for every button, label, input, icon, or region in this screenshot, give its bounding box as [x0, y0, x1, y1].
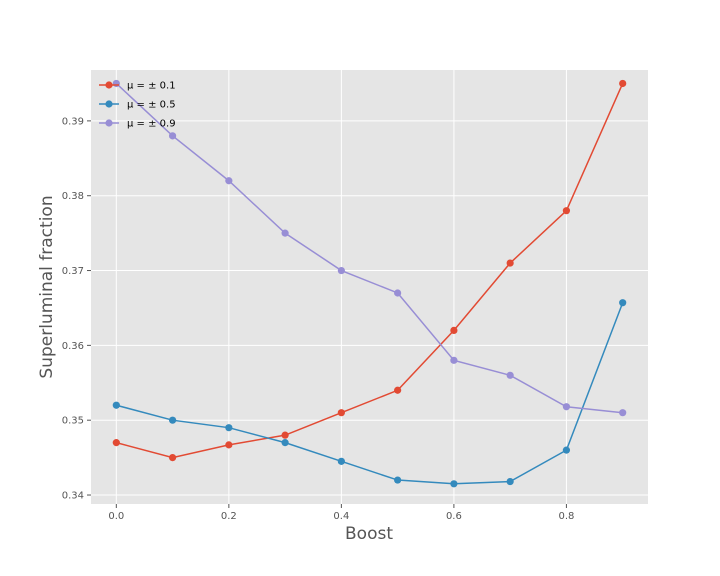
data-point [394, 289, 402, 297]
series-line [115, 82, 623, 414]
data-point [168, 454, 177, 462]
data-point [619, 79, 627, 88]
legend: μ = ± 0.1 μ = ± 0.5 μ = ± 0.9 [99, 81, 176, 130]
data-point [337, 266, 345, 275]
series-line [116, 83, 624, 459]
data-point [394, 476, 402, 484]
series-3 [112, 79, 627, 417]
data-point [450, 480, 458, 488]
y-tick-label: 0.34 [62, 491, 84, 502]
series-group [112, 79, 627, 488]
data-point [112, 439, 120, 447]
data-point [112, 401, 120, 409]
data-point [562, 403, 571, 411]
grid-lines [91, 70, 648, 504]
y-tick-label: 0.35 [62, 416, 84, 427]
x-tick-label: 0.8 [558, 511, 574, 522]
legend-label: μ = ± 0.1 [127, 81, 176, 92]
data-point [225, 177, 233, 185]
data-point [281, 439, 289, 447]
x-tick-label: 0.6 [446, 511, 462, 522]
data-point [562, 207, 571, 215]
series-line [116, 302, 624, 485]
data-point [168, 132, 177, 140]
y-axis-label: Superluminal fraction [37, 195, 57, 378]
data-point [506, 477, 514, 486]
y-tick-label: 0.37 [62, 266, 84, 277]
data-point [281, 431, 289, 439]
data-point [450, 326, 458, 334]
legend-label: μ = ± 0.9 [127, 119, 176, 130]
y-tick-label: 0.36 [62, 341, 84, 352]
data-point [225, 424, 233, 432]
data-point [337, 409, 345, 417]
plot-background [91, 70, 648, 504]
data-point [506, 259, 514, 267]
data-point [619, 299, 627, 307]
data-point [394, 386, 402, 394]
legend-marker [105, 119, 113, 127]
x-tick-label: 0.0 [108, 511, 124, 522]
x-axis-label: Boost [345, 524, 393, 544]
series-2 [112, 299, 627, 488]
legend-label: μ = ± 0.5 [127, 100, 176, 111]
y-axis-ticks: 0.34 0.35 0.36 0.37 0.38 0.39 [62, 116, 91, 502]
x-tick-label: 0.2 [221, 511, 237, 522]
data-point [168, 416, 177, 424]
data-point [450, 356, 458, 364]
legend-marker [105, 100, 113, 108]
data-point [506, 371, 514, 379]
data-point [112, 79, 120, 88]
x-axis-ticks: 0.0 0.2 0.4 0.6 0.8 [108, 504, 574, 522]
y-tick-label: 0.38 [62, 191, 84, 202]
x-tick-label: 0.4 [333, 511, 349, 522]
data-point [225, 441, 233, 449]
legend-marker [105, 81, 113, 89]
data-point [337, 457, 345, 465]
data-point [619, 409, 627, 417]
y-tick-label: 0.39 [62, 116, 84, 127]
series-1 [112, 79, 627, 462]
data-point [281, 229, 289, 237]
data-point [562, 446, 571, 454]
